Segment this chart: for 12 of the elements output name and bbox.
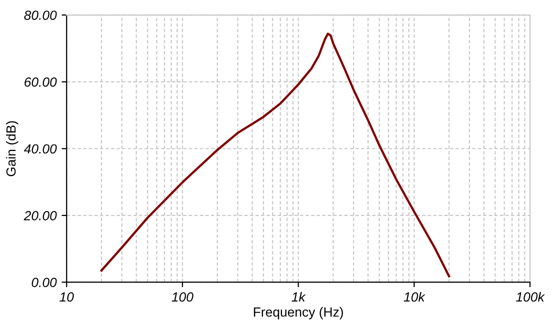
x-tick-label: 10k	[404, 292, 426, 302]
x-tick-label: 100k	[516, 292, 545, 302]
x-axis-title: Frequency (Hz)	[254, 307, 343, 320]
x-tick-label: 100	[172, 292, 194, 302]
y-tick-label: 60.00	[24, 77, 57, 87]
x-tick-label: 10	[60, 292, 74, 302]
y-tick-label: 20.00	[24, 210, 57, 220]
y-tick-label: 0.00	[32, 278, 57, 288]
y-axis-title: Gain (dB)	[6, 121, 18, 176]
x-tick-label: 1k	[292, 292, 306, 302]
y-tick-label: 40.00	[24, 144, 57, 154]
y-tick-label: 80.00	[24, 10, 57, 20]
